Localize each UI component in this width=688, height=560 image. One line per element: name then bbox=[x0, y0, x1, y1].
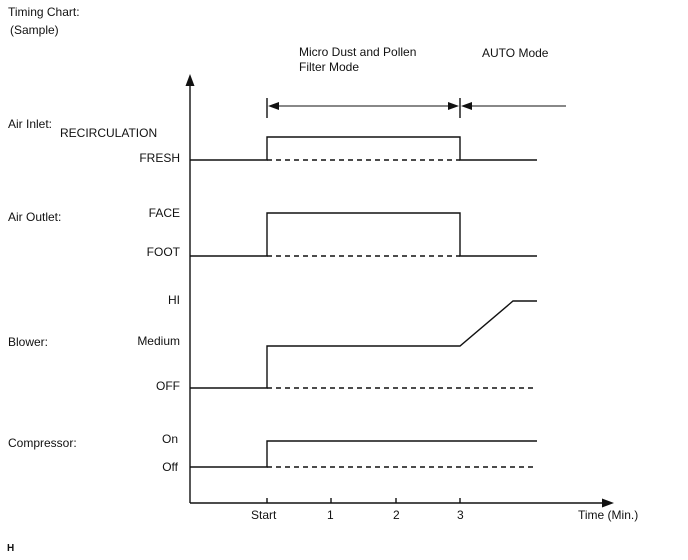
state-label-recirculation: RECIRCULATION bbox=[60, 126, 158, 140]
mode-auto: AUTO Mode bbox=[482, 46, 549, 60]
state-label-medium: Medium bbox=[137, 334, 180, 348]
state-label-comp-off: Off bbox=[162, 460, 178, 474]
state-label-foot: FOOT bbox=[146, 245, 180, 259]
state-label-off: OFF bbox=[156, 379, 180, 393]
compressor-signal bbox=[190, 440, 537, 468]
row-label-air-inlet: Air Inlet: bbox=[8, 117, 53, 131]
x-axis-label: Time (Min.) bbox=[578, 508, 639, 522]
auto-arrow-left bbox=[461, 102, 472, 110]
micro-dust-arrow-right bbox=[448, 102, 459, 110]
mode-micro-dust-line2: Filter Mode bbox=[299, 60, 360, 74]
state-label-hi: HI bbox=[168, 293, 180, 307]
blower-signal bbox=[190, 300, 537, 389]
chart-title: Timing Chart: bbox=[8, 5, 80, 19]
x-tick-start: Start bbox=[251, 508, 277, 522]
row-label-compressor: Compressor: bbox=[8, 436, 77, 450]
air-inlet-signal bbox=[190, 136, 537, 161]
row-label-air-outlet: Air Outlet: bbox=[8, 210, 62, 224]
mode-micro-dust-line1: Micro Dust and Pollen bbox=[299, 45, 417, 59]
x-axis-arrowhead bbox=[602, 498, 614, 508]
state-label-on: On bbox=[161, 432, 178, 446]
x-tick-2: 2 bbox=[393, 508, 400, 522]
row-label-blower: Blower: bbox=[8, 335, 49, 349]
figure-mark: H bbox=[7, 543, 15, 554]
y-axis-arrowhead bbox=[185, 74, 195, 86]
chart-subtitle: (Sample) bbox=[10, 23, 59, 37]
state-label-fresh: FRESH bbox=[139, 151, 180, 165]
x-tick-3: 3 bbox=[457, 508, 464, 522]
air-outlet-signal bbox=[190, 212, 537, 257]
x-tick-1: 1 bbox=[327, 508, 334, 522]
state-label-face: FACE bbox=[148, 206, 180, 220]
micro-dust-arrow-left bbox=[268, 102, 279, 110]
